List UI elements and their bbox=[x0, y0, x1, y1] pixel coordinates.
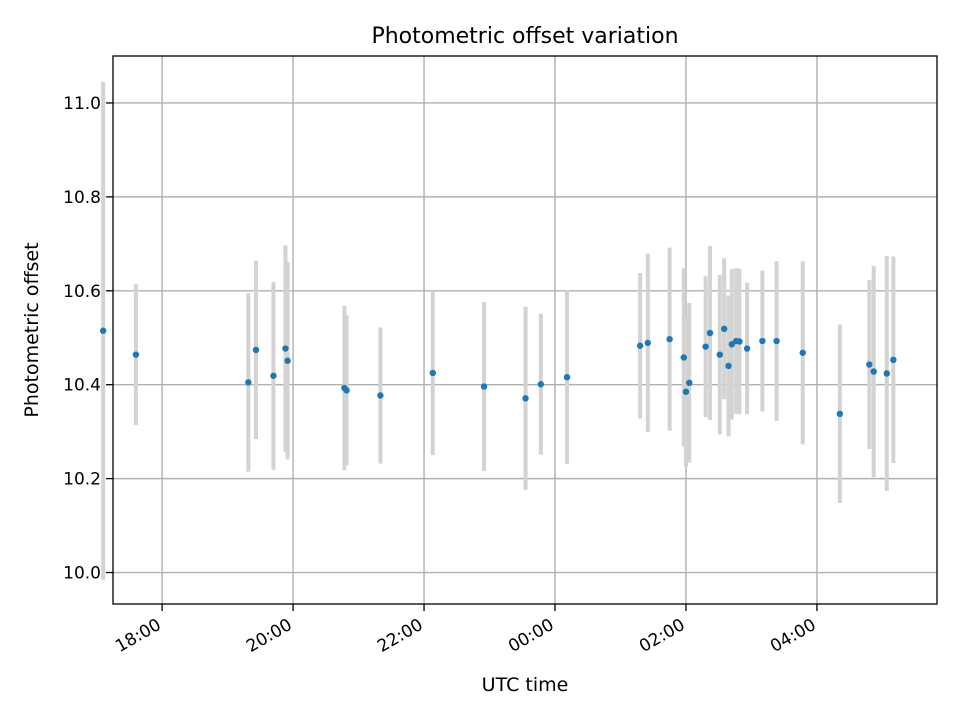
data-point bbox=[773, 337, 780, 345]
data-point bbox=[636, 342, 644, 349]
x-tick-label: 02:00 bbox=[636, 615, 688, 657]
data-point bbox=[682, 388, 690, 395]
data-point bbox=[99, 327, 107, 334]
data-point bbox=[743, 345, 751, 352]
data-point bbox=[132, 351, 140, 358]
x-axis-ticks: 18:00 20:00 22:00 00:00 02:00 04:00 bbox=[112, 604, 819, 657]
y-tick-label: 10.0 bbox=[63, 564, 101, 584]
x-tick-label: 18:00 bbox=[112, 615, 164, 657]
data-point bbox=[890, 356, 897, 364]
data-point bbox=[866, 361, 873, 368]
data-point bbox=[728, 341, 736, 348]
data-point bbox=[537, 381, 545, 388]
data-point bbox=[644, 339, 651, 347]
y-tick-label: 10.4 bbox=[63, 376, 101, 396]
data-point bbox=[725, 362, 732, 370]
data-point bbox=[836, 410, 844, 418]
data-point bbox=[870, 368, 877, 375]
y-tick-label: 10.6 bbox=[63, 282, 101, 302]
chart-title: Photometric offset variation bbox=[371, 24, 678, 49]
x-tick-label: 22:00 bbox=[374, 615, 426, 657]
x-tick-label: 04:00 bbox=[767, 615, 819, 657]
data-point bbox=[343, 387, 350, 394]
y-tick-label: 10.2 bbox=[63, 470, 101, 490]
x-tick-label: 00:00 bbox=[505, 615, 557, 657]
data-point bbox=[282, 345, 289, 352]
data-point bbox=[522, 395, 529, 402]
y-axis-ticks: 10.0 10.2 10.4 10.6 10.8 11.0 bbox=[63, 94, 113, 584]
y-axis-label: Photometric offset bbox=[21, 242, 43, 417]
y-tick-label: 11.0 bbox=[63, 94, 101, 114]
data-point bbox=[245, 379, 252, 386]
data-points bbox=[99, 325, 897, 418]
data-point bbox=[252, 346, 260, 354]
plot-frame bbox=[112, 55, 938, 605]
x-tick-label: 20:00 bbox=[243, 615, 295, 657]
data-point bbox=[716, 351, 724, 358]
data-point bbox=[702, 343, 709, 350]
data-point bbox=[377, 392, 384, 399]
data-point bbox=[563, 373, 571, 381]
data-point bbox=[666, 335, 673, 343]
data-point bbox=[270, 372, 277, 379]
data-point bbox=[680, 354, 687, 361]
data-point bbox=[799, 349, 806, 356]
data-point bbox=[480, 383, 488, 390]
data-point bbox=[686, 379, 693, 387]
data-point bbox=[736, 338, 743, 345]
data-point bbox=[284, 357, 291, 364]
data-point bbox=[429, 369, 436, 377]
data-point bbox=[720, 325, 728, 333]
y-tick-label: 10.8 bbox=[63, 188, 101, 208]
x-axis-label: UTC time bbox=[482, 674, 569, 696]
data-point bbox=[883, 370, 890, 377]
data-point bbox=[706, 329, 714, 337]
data-point bbox=[759, 337, 766, 345]
error-bars bbox=[101, 81, 896, 580]
